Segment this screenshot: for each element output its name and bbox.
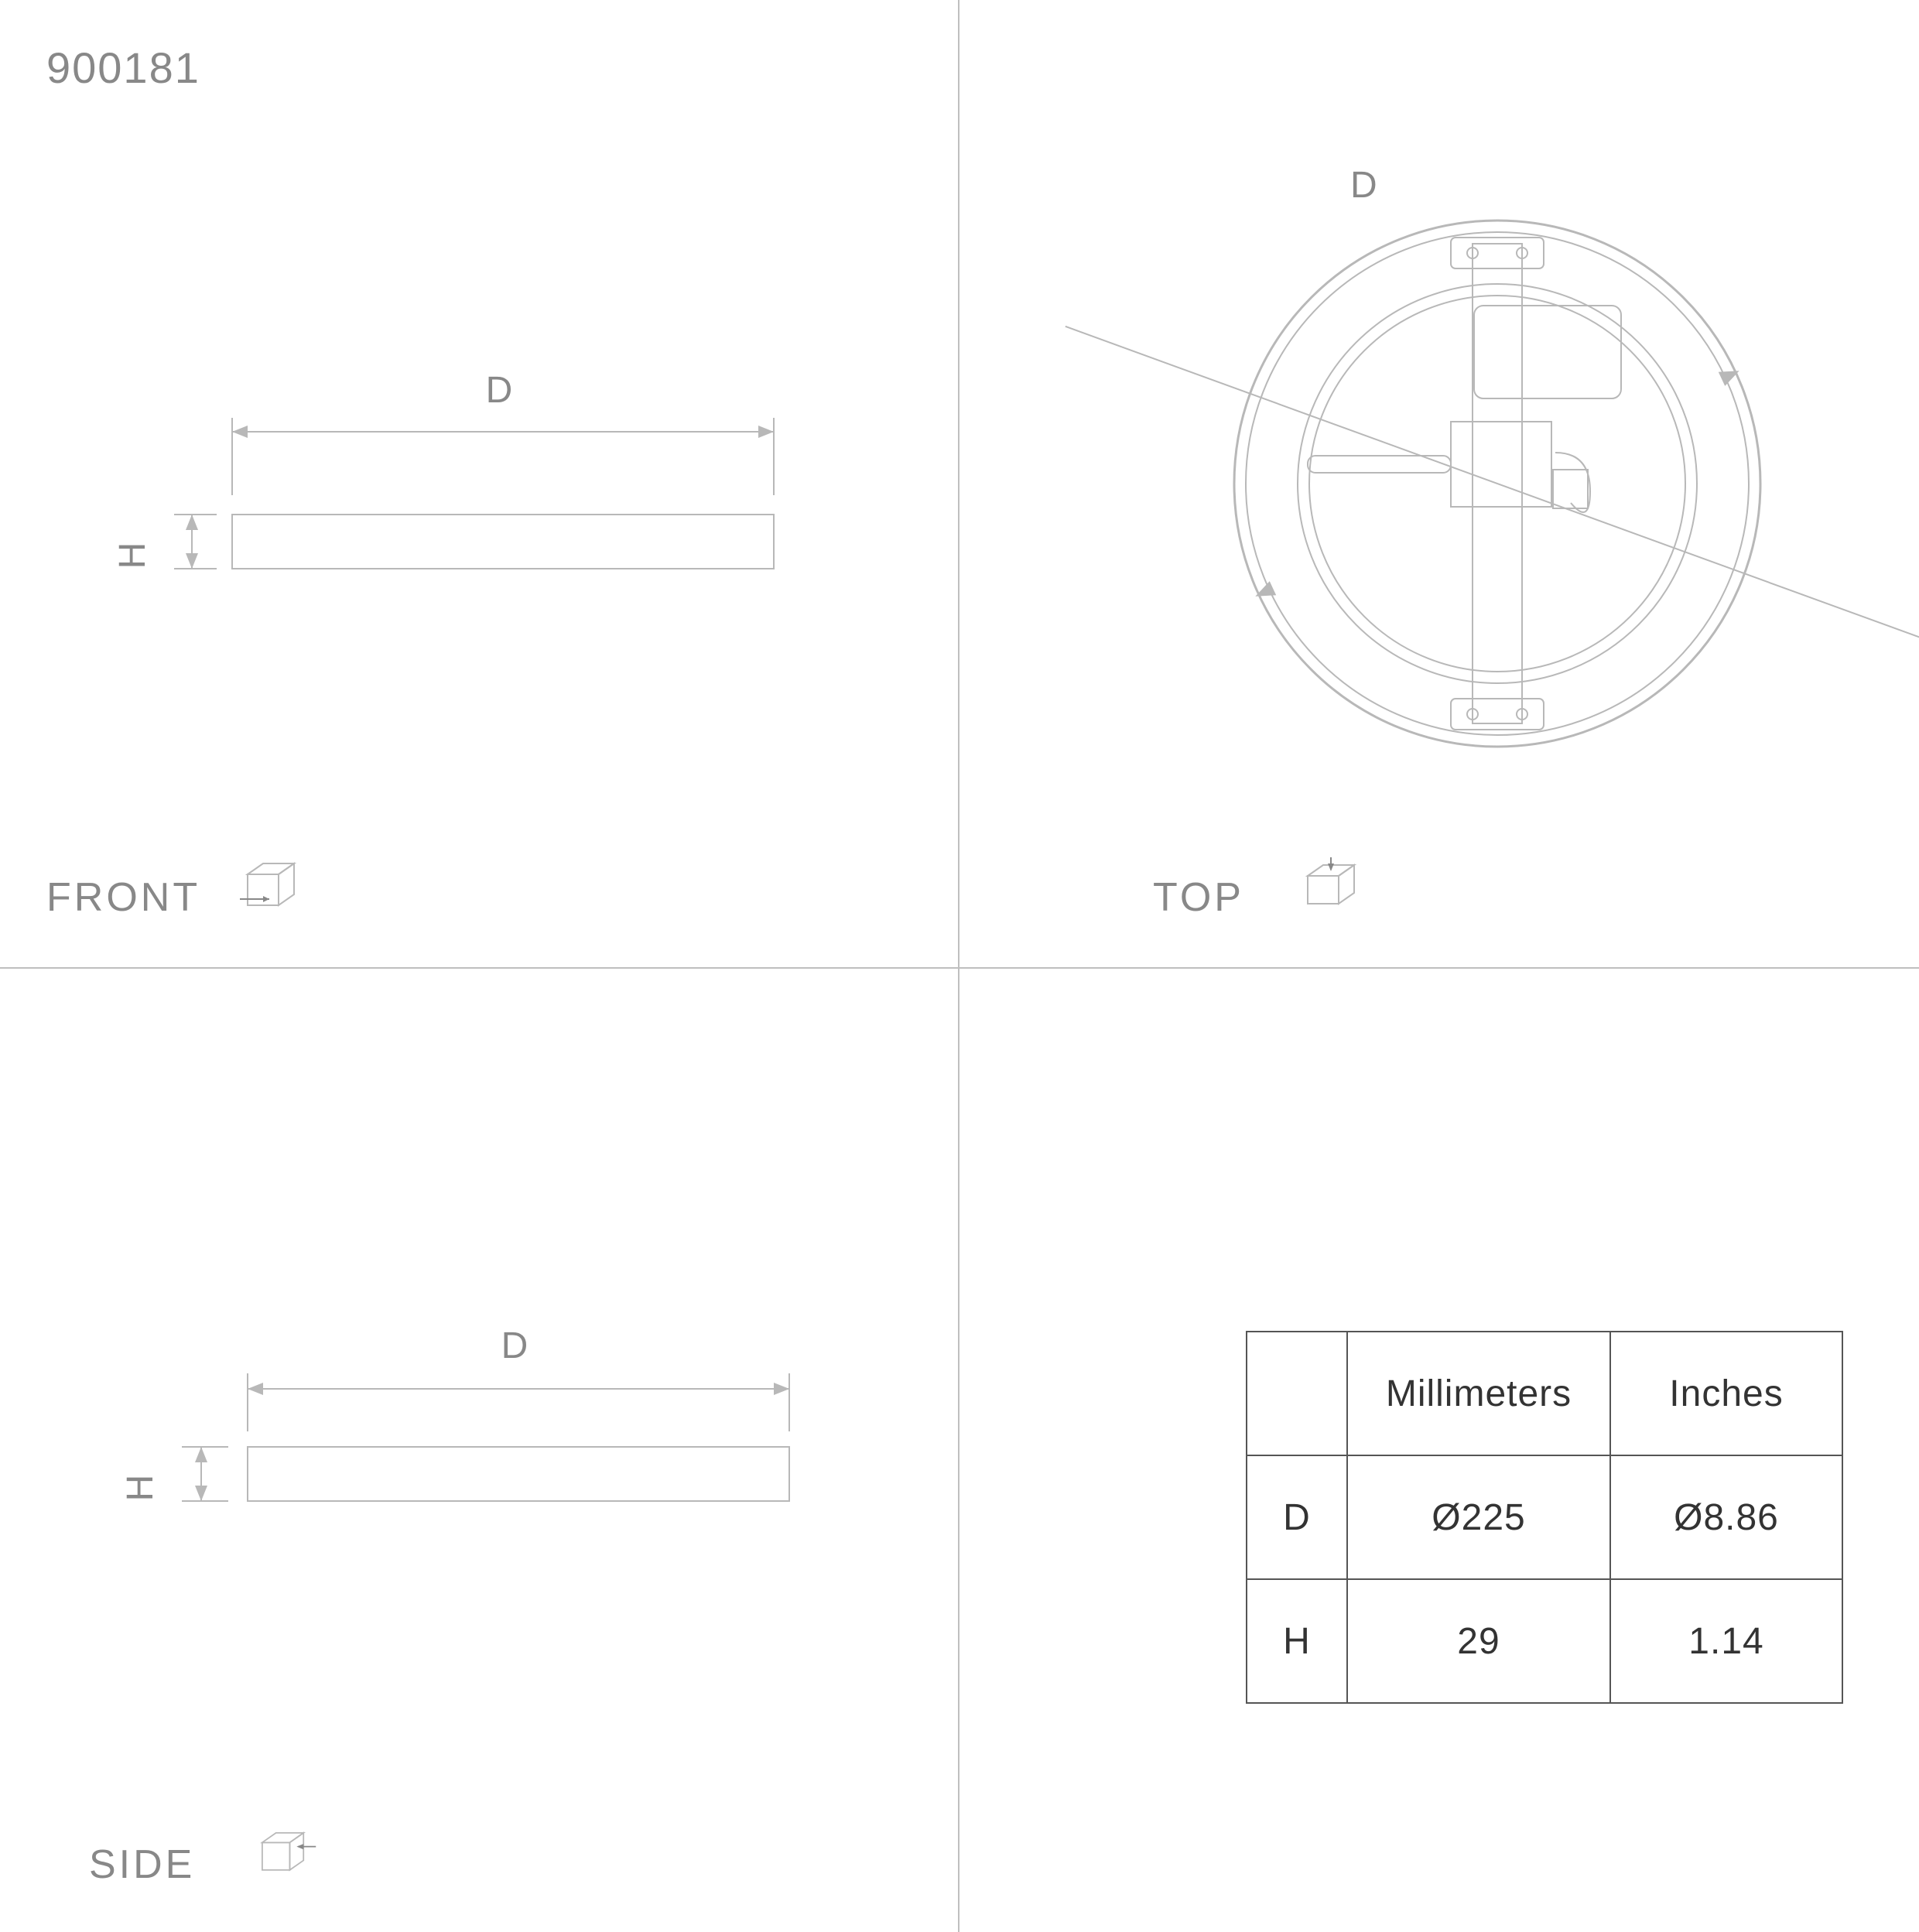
- table-header-row: Millimeters Inches: [1247, 1332, 1842, 1455]
- side-dim-d-label: D: [501, 1325, 528, 1366]
- front-dim-d-label: D: [486, 370, 513, 411]
- table-header-blank: [1247, 1332, 1347, 1455]
- side-dim-h-label: H: [120, 1475, 161, 1502]
- table-row-label: H: [1247, 1579, 1347, 1703]
- table-row-mm: Ø225: [1347, 1455, 1610, 1579]
- table-row-in: Ø8.86: [1610, 1455, 1842, 1579]
- front-cube-icon: [240, 859, 302, 908]
- table-row-mm: 29: [1347, 1579, 1610, 1703]
- table-header-mm: Millimeters: [1347, 1332, 1610, 1455]
- top-cube-icon: [1300, 857, 1362, 907]
- table-row: H 29 1.14: [1247, 1579, 1842, 1703]
- dimensions-table: Millimeters Inches D Ø225 Ø8.86 H 29 1.1…: [1246, 1331, 1843, 1704]
- top-view-label: TOP: [1153, 874, 1244, 921]
- table-row-in: 1.14: [1610, 1579, 1842, 1703]
- side-cube-icon: [255, 1826, 317, 1876]
- side-view-drawing: D H: [0, 967, 958, 1932]
- top-view-drawing: D: [958, 0, 1919, 967]
- top-dim-d-label: D: [1350, 165, 1377, 206]
- table-row: D Ø225 Ø8.86: [1247, 1455, 1842, 1579]
- table-row-label: D: [1247, 1455, 1347, 1579]
- front-dim-h-label: H: [112, 542, 153, 569]
- front-view-label: FRONT: [46, 874, 200, 921]
- side-view-label: SIDE: [89, 1841, 195, 1888]
- front-view-drawing: D H: [0, 0, 958, 967]
- table-header-in: Inches: [1610, 1332, 1842, 1455]
